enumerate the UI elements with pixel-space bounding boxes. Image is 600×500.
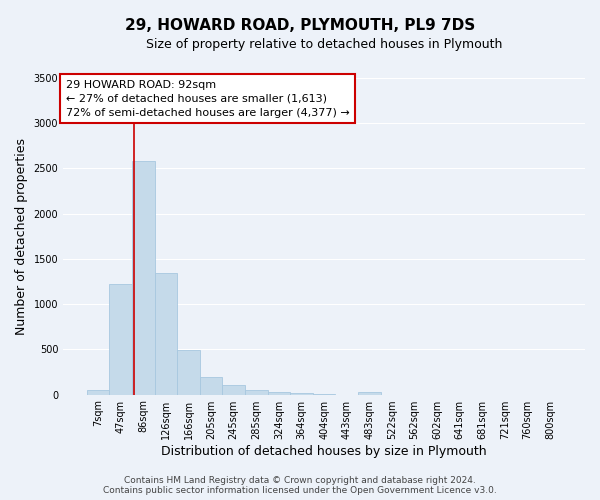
Text: 29, HOWARD ROAD, PLYMOUTH, PL9 7DS: 29, HOWARD ROAD, PLYMOUTH, PL9 7DS <box>125 18 475 32</box>
Text: 29 HOWARD ROAD: 92sqm
← 27% of detached houses are smaller (1,613)
72% of semi-d: 29 HOWARD ROAD: 92sqm ← 27% of detached … <box>66 80 350 118</box>
Bar <box>155 274 177 394</box>
Bar <box>177 350 200 395</box>
Bar <box>87 390 109 394</box>
X-axis label: Distribution of detached houses by size in Plymouth: Distribution of detached houses by size … <box>161 444 487 458</box>
Bar <box>109 284 132 395</box>
Title: Size of property relative to detached houses in Plymouth: Size of property relative to detached ho… <box>146 38 502 51</box>
Bar <box>223 384 245 394</box>
Bar <box>268 392 290 394</box>
Bar <box>290 393 313 394</box>
Bar <box>200 377 223 394</box>
Text: Contains HM Land Registry data © Crown copyright and database right 2024.
Contai: Contains HM Land Registry data © Crown c… <box>103 476 497 495</box>
Bar <box>245 390 268 394</box>
Y-axis label: Number of detached properties: Number of detached properties <box>15 138 28 335</box>
Bar <box>358 392 380 394</box>
Bar <box>132 162 155 394</box>
